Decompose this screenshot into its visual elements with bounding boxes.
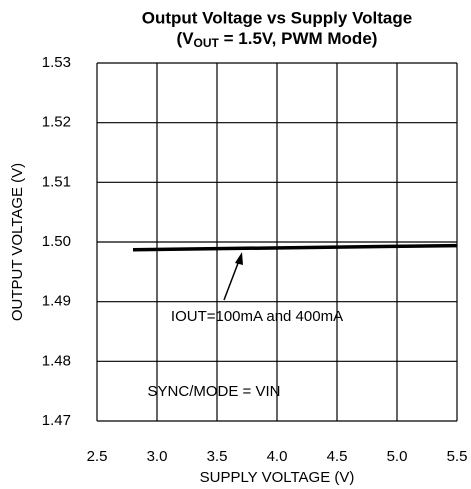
- subtitle-part: = 1.5V, PWM Mode): [219, 29, 378, 48]
- y-tick-label: 1.53: [42, 54, 71, 71]
- y-tick-label: 1.52: [42, 114, 71, 131]
- y-axis-label: OUTPUT VOLTAGE (V): [9, 163, 26, 321]
- x-tick-label: 3.5: [207, 448, 228, 465]
- subtitle-subscript: OUT: [194, 36, 220, 50]
- annotation-arrow: [223, 257, 241, 301]
- annotation: IOUT=100mA and 400mA: [171, 308, 343, 325]
- x-tick-label: 2.5: [87, 448, 108, 465]
- x-tick-label: 5.0: [387, 448, 408, 465]
- x-tick-label: 3.0: [147, 448, 168, 465]
- x-tick-label: 4.0: [267, 448, 288, 465]
- y-tick-label: 1.50: [42, 233, 71, 250]
- x-tick-label: 4.5: [327, 448, 348, 465]
- arrow-head: [235, 252, 243, 265]
- y-tick-label: 1.47: [42, 412, 71, 429]
- x-tick-label: 5.5: [447, 448, 468, 465]
- y-tick-label: 1.48: [42, 352, 71, 369]
- chart-title: Output Voltage vs Supply Voltage: [142, 8, 412, 27]
- chart-subtitle: (VOUT = 1.5V, PWM Mode): [177, 29, 378, 50]
- y-tick-label: 1.49: [42, 293, 71, 310]
- y-tick-label: 1.51: [42, 173, 71, 190]
- data-line: [132, 243, 458, 252]
- annotation: SYNC/MODE = VIN: [148, 383, 281, 400]
- subtitle-part: (V: [177, 29, 195, 48]
- x-axis-label: SUPPLY VOLTAGE (V): [200, 469, 355, 486]
